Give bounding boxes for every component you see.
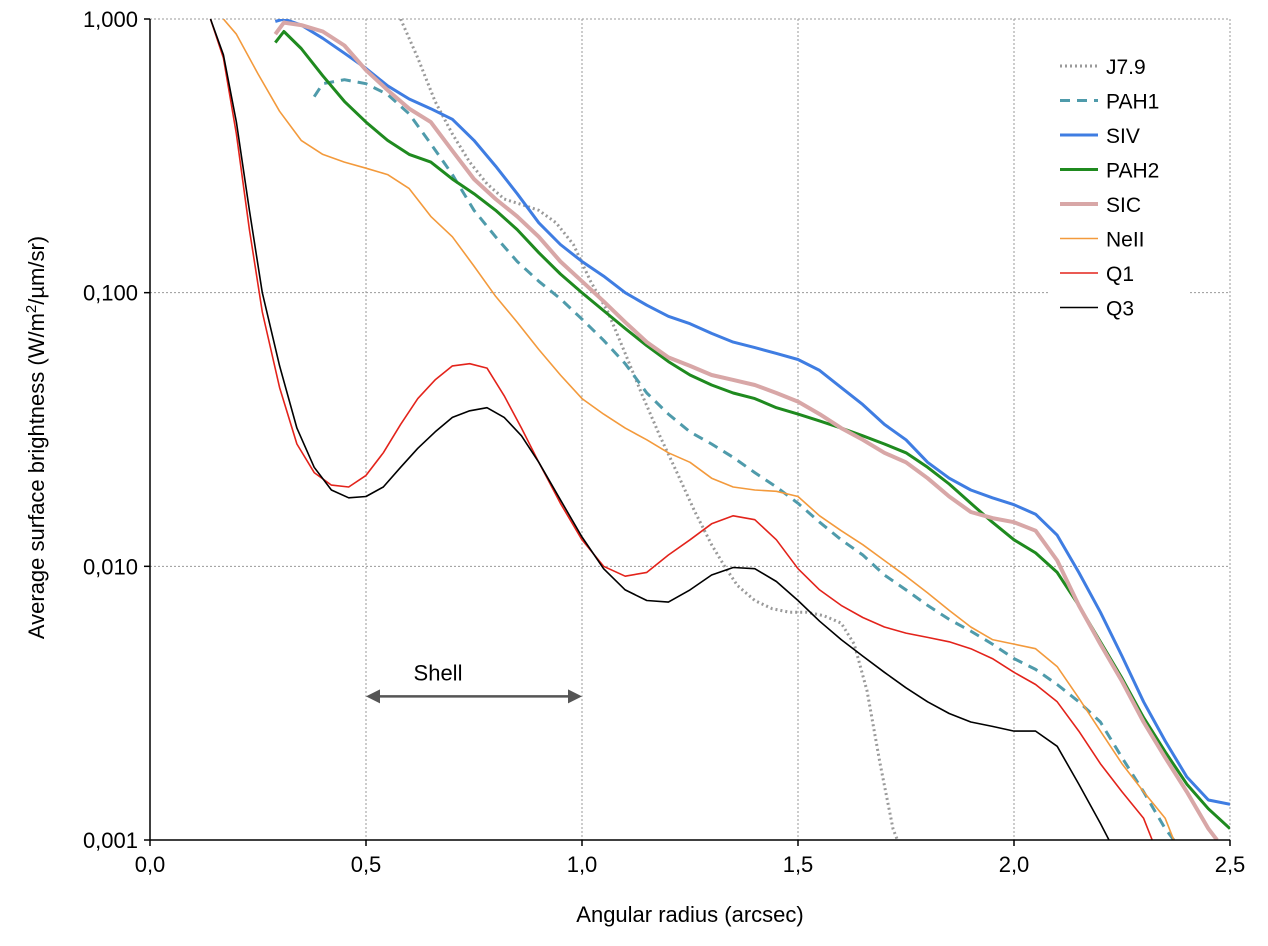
y-tick-label: 0,010	[83, 554, 138, 579]
legend-label: NeII	[1106, 229, 1145, 252]
y-tick-label: 0,100	[83, 281, 138, 306]
x-tick-label: 0,5	[351, 852, 382, 877]
series-line-sic	[273, 20, 1219, 840]
legend-label: PAH1	[1106, 91, 1159, 114]
x-tick-label: 2,0	[999, 852, 1030, 877]
shell-arrow-head-right	[568, 689, 582, 704]
legend-label: J7.9	[1106, 56, 1146, 79]
y-axis-title-part-1: Average surface brightness (W/m	[24, 313, 49, 639]
legend-label: SIV	[1106, 125, 1140, 148]
series-line-j7-9	[399, 19, 899, 840]
series-line-neii	[222, 19, 1175, 840]
y-axis-title-part-2: /µm/sr)	[24, 236, 49, 305]
y-axis-title-superscript: 2	[23, 305, 40, 313]
series-line-pah2	[274, 30, 1230, 830]
shell-arrow-head-left	[366, 689, 380, 704]
legend-label: Q3	[1106, 298, 1134, 321]
series-line-pah1	[312, 78, 1175, 840]
legend: J7.9 PAH1 SIV PAH2 SIC NeII Q1 Q3	[1050, 46, 1188, 328]
y-axis-title: Average surface brightness (W/m2/µm/sr)	[23, 236, 50, 639]
x-tick-label: 1,0	[567, 852, 598, 877]
series-line-siv	[274, 19, 1230, 806]
y-tick-label: 0,001	[83, 828, 138, 853]
series-line-q1	[209, 19, 1153, 840]
x-tick-label: 0,0	[135, 852, 166, 877]
y-tick-label: 1,000	[83, 7, 138, 32]
x-axis-title: Angular radius (arcsec)	[576, 902, 803, 927]
x-tick-label: 2,5	[1215, 852, 1246, 877]
shell-label: Shell	[414, 660, 463, 685]
legend-label: Q1	[1106, 263, 1134, 286]
legend-label: PAH2	[1106, 160, 1159, 183]
series-lines	[209, 19, 1230, 840]
x-tick-label: 1,5	[783, 852, 814, 877]
legend-label: SIC	[1106, 194, 1141, 217]
legend-box	[1050, 46, 1188, 328]
shell-annotation: Shell	[366, 660, 582, 704]
series-line-q3	[209, 19, 1110, 840]
